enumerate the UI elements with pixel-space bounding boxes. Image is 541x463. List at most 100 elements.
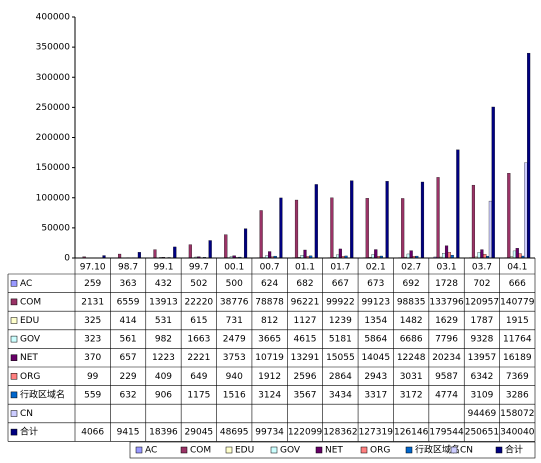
bar	[374, 249, 378, 259]
x-tick-label: 04.1	[507, 263, 527, 273]
table-cell: 78878	[255, 297, 284, 307]
y-tick-label: 50000	[41, 223, 70, 233]
table-cell: 940	[226, 372, 243, 382]
table-cell: 340040	[500, 428, 535, 438]
x-tick-label: 03.1	[437, 263, 457, 273]
table-cell: 2131	[81, 297, 104, 307]
table-cell: 2479	[223, 335, 246, 345]
legend-key	[10, 335, 18, 343]
table-cell: 12248	[397, 353, 426, 363]
legend-key	[450, 446, 458, 454]
y-tick-label: 150000	[36, 163, 71, 173]
table-cell: 4774	[435, 390, 458, 400]
table-cell: 3109	[470, 390, 493, 400]
legend-key	[270, 446, 278, 454]
table-cell: 99123	[361, 297, 390, 307]
table-cell: 692	[403, 279, 420, 289]
table-cell: 906	[155, 390, 172, 400]
bar	[444, 245, 449, 259]
legend-key	[360, 446, 368, 454]
legend-key	[10, 280, 18, 287]
bar	[447, 252, 451, 259]
table-cell: 502	[190, 279, 207, 289]
legend-key	[10, 298, 18, 306]
legend-box	[129, 441, 536, 459]
table-cell: 5864	[364, 335, 387, 345]
table-cell: 682	[296, 279, 313, 289]
row-label: 合计	[20, 426, 38, 438]
legend-label: CN	[460, 446, 473, 456]
bar	[303, 249, 307, 259]
table-cell: 38776	[220, 297, 249, 307]
table-cell: 1728	[435, 279, 458, 289]
legend-label: COM	[190, 446, 211, 456]
table-cell: 1223	[152, 353, 175, 363]
table-cell: 3665	[258, 335, 281, 345]
table-cell: 667	[332, 279, 349, 289]
legend-key	[10, 373, 18, 380]
table-cell: 1787	[470, 316, 493, 326]
table-cell: 96221	[291, 297, 320, 307]
table-cell: 13291	[291, 353, 320, 363]
bar	[365, 198, 369, 259]
x-tick-label: 99.7	[189, 263, 209, 273]
table-cell: 1912	[258, 372, 281, 382]
row-label: AC	[20, 279, 32, 289]
table-cell: 3172	[400, 390, 423, 400]
bar	[173, 246, 177, 259]
row-label: NET	[20, 353, 38, 363]
table-cell: 3434	[329, 390, 352, 400]
bar	[243, 228, 248, 259]
table-cell: 3317	[364, 390, 387, 400]
table-cell: 128362	[323, 428, 357, 438]
bar	[294, 199, 299, 259]
bar	[406, 253, 410, 259]
table-cell: 4066	[81, 428, 104, 438]
y-tick-label: 350000	[36, 43, 71, 53]
table-cell: 7796	[435, 335, 458, 345]
table-cell: 16189	[503, 353, 532, 363]
table-cell: 3286	[506, 390, 529, 400]
table-cell: 2221	[187, 353, 210, 363]
table-cell: 99922	[326, 297, 355, 307]
table-cell: 6342	[470, 372, 493, 382]
table-cell: 1127	[294, 316, 317, 326]
table-cell: 158072	[500, 409, 534, 419]
table-cell: 98835	[397, 297, 426, 307]
y-tick-label: 300000	[36, 73, 71, 83]
bar	[420, 181, 425, 259]
table-cell: 632	[119, 390, 136, 400]
table-cell: 11764	[503, 335, 532, 345]
bar	[436, 177, 440, 259]
table-cell: 673	[367, 279, 384, 289]
legend-key	[405, 446, 413, 454]
table-cell: 2864	[329, 372, 352, 382]
table-cell: 6559	[117, 297, 140, 307]
table-cell: 99734	[255, 428, 284, 438]
bar	[118, 253, 122, 259]
row-label: CN	[20, 409, 33, 419]
table-cell: 3753	[223, 353, 246, 363]
legend-key	[10, 354, 18, 361]
legend-key	[10, 410, 18, 417]
table-cell: 259	[84, 279, 101, 289]
bar	[515, 248, 519, 259]
legend-label: EDU	[235, 446, 254, 456]
x-tick-label: 03.7	[472, 263, 492, 273]
table-cell: 126146	[394, 428, 429, 438]
table-cell: 1482	[400, 316, 423, 326]
x-tick-label: 01.7	[330, 263, 350, 273]
y-tick-label: 250000	[36, 103, 71, 113]
legend-key	[10, 317, 18, 324]
table-cell: 15055	[326, 353, 355, 363]
y-tick-label: 0	[64, 254, 70, 264]
table-cell: 122099	[288, 428, 323, 438]
table-cell: 561	[119, 335, 136, 345]
table-cell: 48695	[220, 428, 249, 438]
table-cell: 1663	[187, 335, 210, 345]
bar	[488, 200, 492, 259]
legend-key	[135, 446, 143, 454]
x-tick-label: 00.1	[224, 263, 244, 273]
table-cell: 18396	[149, 428, 178, 438]
